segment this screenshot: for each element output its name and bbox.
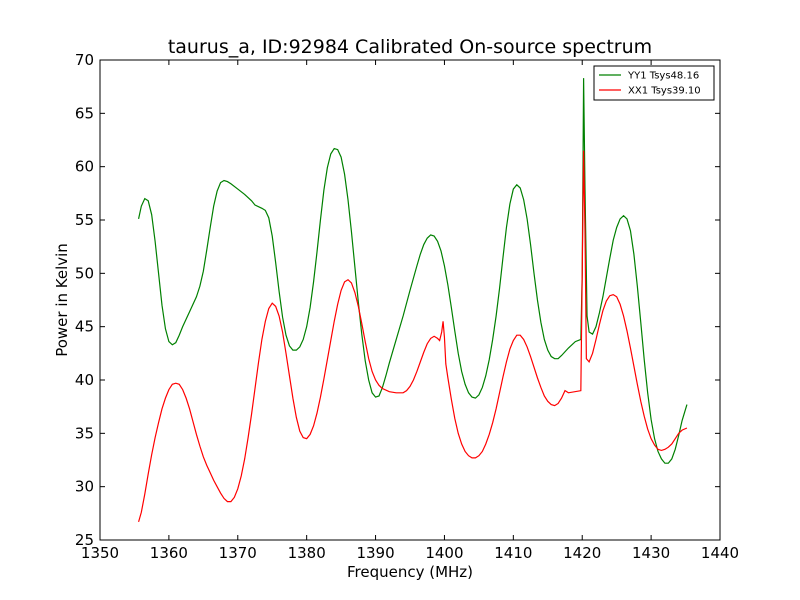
plot-area [137,78,688,523]
y-tick-label: 40 [75,371,94,389]
x-tick-label: 1410 [494,544,532,562]
y-tick-label: 70 [75,51,94,69]
plot-frame [99,59,721,541]
x-axis-label: Frequency (MHz) [347,563,473,581]
x-tick-label: 1420 [563,544,601,562]
x-tick-label: 1440 [701,544,739,562]
y-axis-label: Power in Kelvin [53,243,71,357]
x-tick-label: 1350 [81,544,119,562]
y-tick-label: 50 [75,264,94,282]
x-tick-label: 1380 [288,544,326,562]
series-line-0 [137,78,688,464]
series-line-1 [138,150,688,523]
y-tick-label: 30 [75,478,94,496]
y-tick-label: 60 [75,158,94,176]
y-tick-label: 55 [75,211,94,229]
y-tick-label: 45 [75,318,94,336]
x-tick-label: 1370 [219,544,257,562]
y-tick-label: 25 [75,531,94,549]
legend-box [593,65,715,101]
x-tick-label: 1430 [632,544,670,562]
chart-title: taurus_a, ID:92984 Calibrated On-source … [168,36,652,58]
y-tick-label: 65 [75,104,94,122]
legend-label-1: XX1 Tsys39.10 [628,86,701,97]
y-tick-label: 35 [75,424,94,442]
x-tick-label: 1390 [356,544,394,562]
axes: 1350 1360 1370 1380 1390 1400 1410 1420 1430 1440… [75,51,739,562]
legend-label-0: YY1 Tsys48.16 [627,71,699,82]
x-tick-label: 1400 [425,544,463,562]
x-tick-label: 1360 [150,544,188,562]
legend: YY1 Tsys48.16 XX1 Tsys39.10 [593,65,715,101]
